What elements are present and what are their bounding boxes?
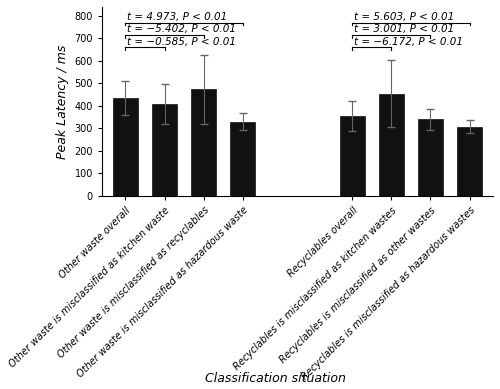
Bar [113,98,138,196]
Bar [340,116,365,196]
Bar [152,104,178,196]
Bar [418,119,443,196]
Text: t = 5.603, P < 0.01: t = 5.603, P < 0.01 [354,12,454,22]
Y-axis label: Peak Latency / ms: Peak Latency / ms [56,44,69,159]
Bar [230,122,256,196]
Text: Classification situation: Classification situation [204,372,346,385]
Text: t = 3.001, P < 0.01: t = 3.001, P < 0.01 [354,24,454,34]
Text: t = 4.973, P < 0.01: t = 4.973, P < 0.01 [128,12,228,22]
Text: t = −6.172, P < 0.01: t = −6.172, P < 0.01 [354,37,463,47]
Text: t = −5.402, P < 0.01: t = −5.402, P < 0.01 [128,24,236,34]
Text: t = −0.585, P < 0.01: t = −0.585, P < 0.01 [128,37,236,47]
Bar [378,93,404,196]
Bar [191,89,216,196]
Bar [457,126,482,196]
